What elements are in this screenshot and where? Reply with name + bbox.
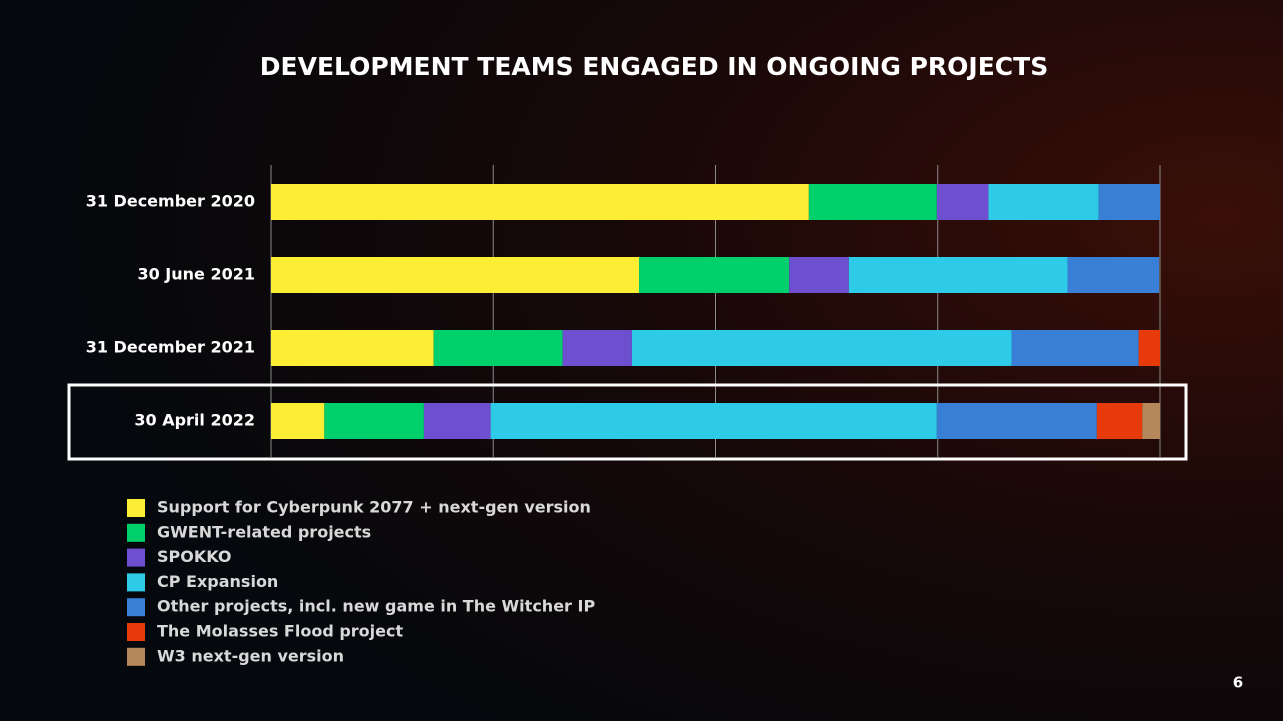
bar-segment: [1011, 330, 1139, 366]
bar-segment: [1098, 184, 1160, 220]
category-label: 31 December 2020: [86, 192, 255, 211]
legend-label: W3 next-gen version: [157, 646, 344, 665]
bar-segment: [808, 184, 937, 220]
bar-segment: [562, 330, 632, 366]
category-label: 30 June 2021: [137, 265, 255, 284]
legend-swatch: [127, 623, 145, 641]
bar-segment: [271, 257, 640, 293]
legend-swatch: [127, 548, 145, 567]
bar-segment: [271, 403, 325, 439]
legend-label: Other projects, incl. new game in The Wi…: [157, 597, 595, 616]
bar-segment: [490, 403, 937, 439]
legend-swatch: [127, 523, 145, 542]
bar-segment: [789, 257, 849, 293]
bar-segment: [936, 184, 989, 220]
category-label: 30 April 2022: [134, 411, 255, 430]
category-label: 31 December 2021: [86, 338, 255, 357]
legend-label: The Molasses Flood project: [157, 622, 403, 641]
bar-segment: [271, 184, 809, 220]
bar-segment: [936, 403, 1097, 439]
bar-segment: [1096, 403, 1143, 439]
bar-segment: [631, 330, 1012, 366]
bar-segment: [324, 403, 424, 439]
bar-segment: [988, 184, 1099, 220]
bar-segment: [639, 257, 790, 293]
legend-label: SPOKKO: [157, 547, 232, 566]
bar-segment: [1138, 330, 1160, 366]
bar-segment: [848, 257, 1068, 293]
legend-swatch: [127, 499, 145, 517]
chart-title: DEVELOPMENT TEAMS ENGAGED IN ONGOING PRO…: [260, 52, 1048, 81]
legend-swatch: [127, 647, 145, 666]
legend-swatch: [127, 573, 145, 592]
legend-label: GWENT-related projects: [157, 522, 371, 541]
legend-swatch: [127, 598, 145, 617]
bar-segment: [433, 330, 563, 366]
legend-label: Support for Cyberpunk 2077 + next-gen ve…: [157, 498, 591, 517]
highlight-box: [67, 383, 1188, 461]
bar-segment: [271, 330, 434, 366]
page-number: 6: [1233, 674, 1243, 692]
legend-label: CP Expansion: [157, 572, 278, 591]
bar-segment: [423, 403, 491, 439]
bar-segment: [1067, 257, 1160, 293]
bar-segment: [1142, 403, 1160, 439]
